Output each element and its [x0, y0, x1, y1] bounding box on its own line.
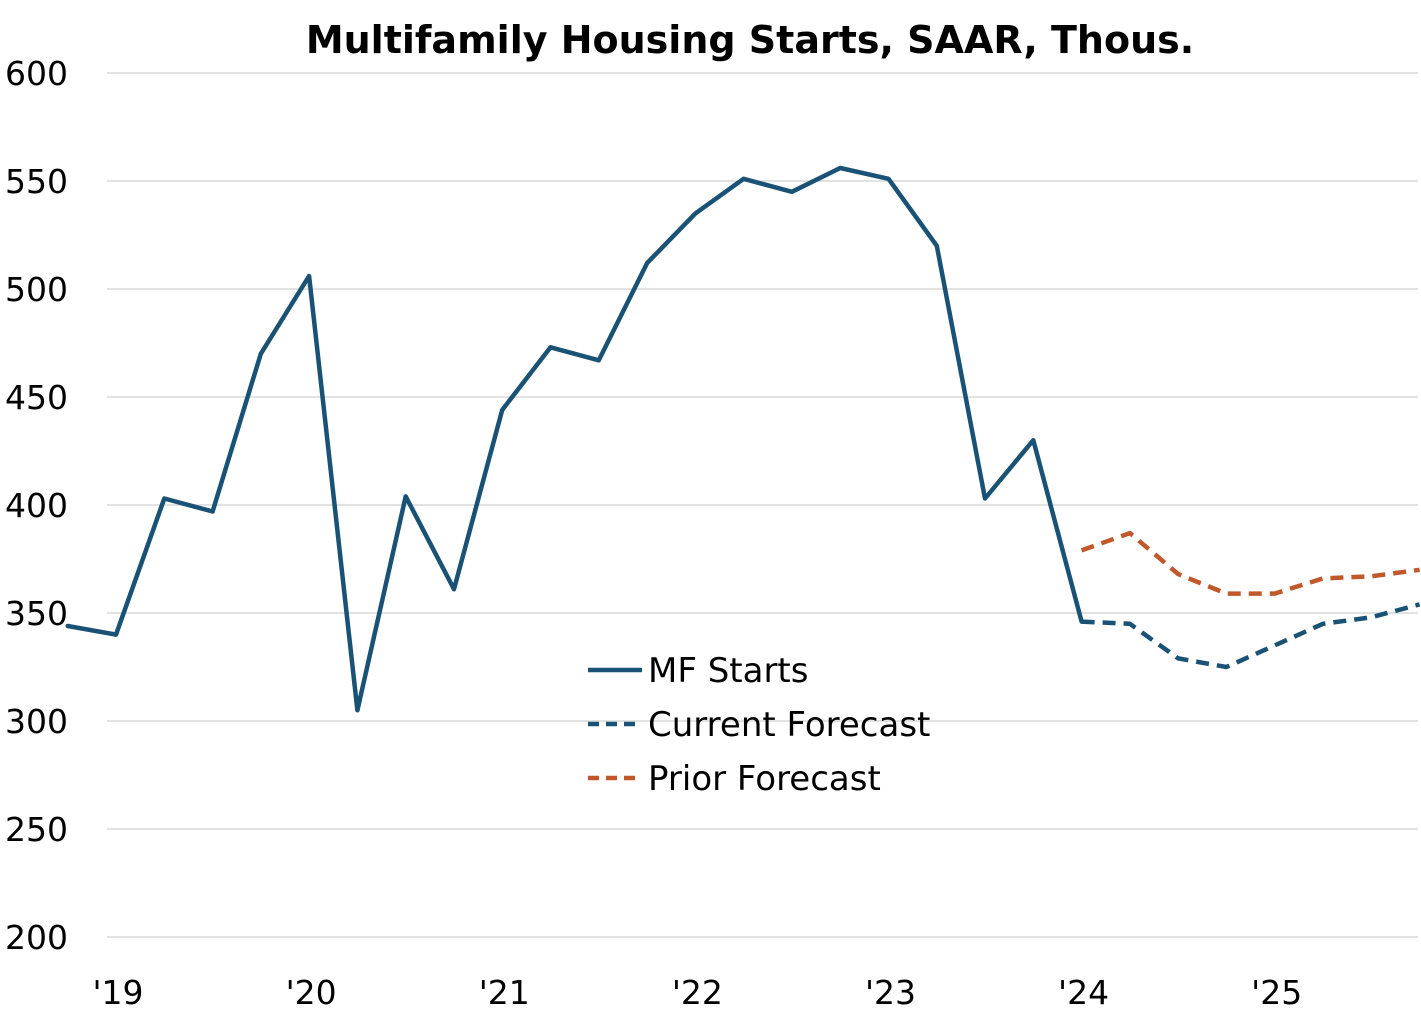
y-tick-label: 350 — [5, 594, 68, 633]
legend-label-current-forecast: Current Forecast — [648, 705, 930, 745]
x-tick-label: '21 — [479, 973, 530, 1012]
x-tick-label: '25 — [1251, 973, 1302, 1012]
y-tick-label: 300 — [5, 702, 68, 741]
series-line-prior-forecast — [1080, 530, 1420, 596]
legend: MF Starts Current Forecast Prior Forecas… — [588, 651, 930, 799]
x-tick-label: '22 — [672, 973, 723, 1012]
y-tick-label: 200 — [5, 918, 68, 957]
x-tick-label: '19 — [92, 973, 143, 1012]
y-axis-ticks: 200 250 300 350 400 450 500 550 600 — [5, 54, 68, 957]
y-tick-label: 400 — [5, 486, 68, 525]
legend-label-mf-starts: MF Starts — [648, 651, 808, 691]
y-tick-label: 600 — [5, 54, 68, 93]
y-tick-label: 450 — [5, 378, 68, 417]
y-tick-label: 250 — [5, 810, 68, 849]
chart-title: Multifamily Housing Starts, SAAR, Thous. — [306, 18, 1194, 62]
gridlines — [107, 72, 1418, 938]
x-tick-label: '23 — [865, 973, 916, 1012]
series-line-current-forecast — [1081, 602, 1421, 670]
x-tick-label: '20 — [286, 973, 337, 1012]
series-lines — [65, 165, 1421, 713]
series-line-mf-starts — [65, 165, 1084, 713]
x-axis-ticks: '19 '20 '21 '22 '23 '24 '25 — [92, 973, 1302, 1012]
legend-label-prior-forecast: Prior Forecast — [648, 759, 881, 799]
y-tick-label: 500 — [5, 270, 68, 309]
y-tick-label: 550 — [5, 162, 68, 201]
x-tick-label: '24 — [1058, 973, 1109, 1012]
